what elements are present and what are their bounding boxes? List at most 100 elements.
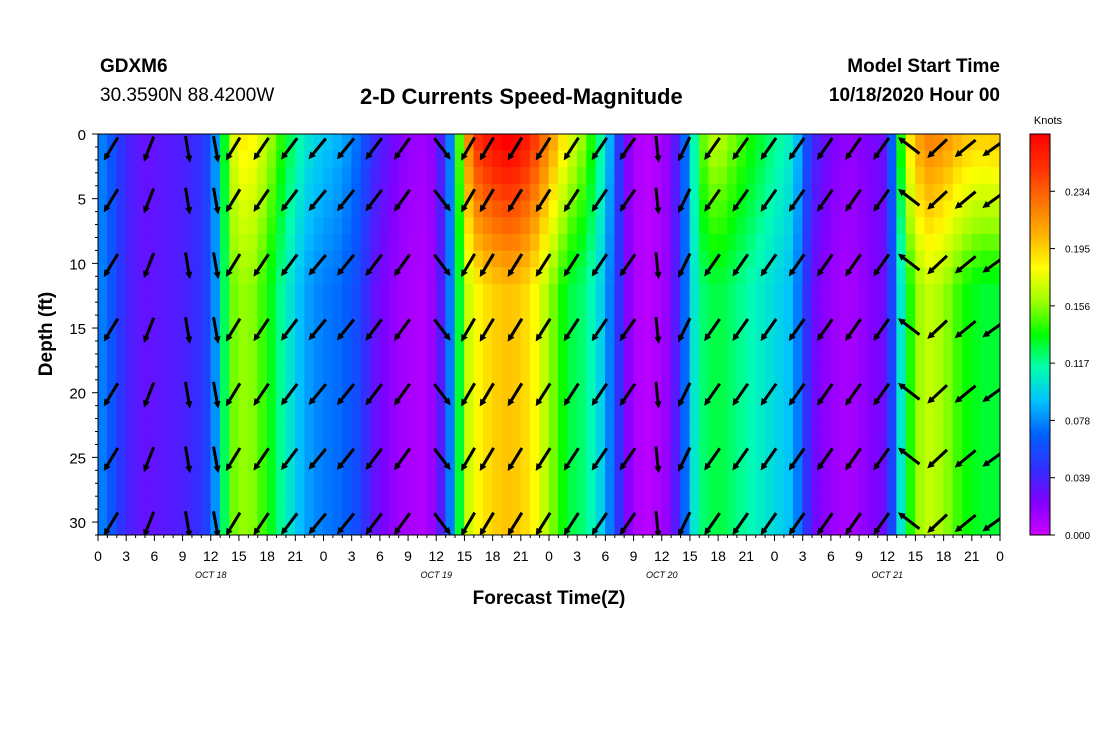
heatmap-cell (699, 451, 710, 469)
current-vector-arrow (225, 253, 242, 277)
heatmap-cell (792, 167, 803, 185)
heatmap-cell (980, 484, 991, 502)
heatmap-cell (473, 384, 484, 402)
heatmap-cell (661, 284, 672, 302)
heatmap-cell (858, 183, 869, 202)
heatmap-cell (943, 334, 954, 352)
heatmap-cell (295, 150, 306, 168)
heatmap-cell (689, 451, 700, 469)
x-axis-tick-label: 9 (855, 548, 863, 564)
heatmap-cell (576, 517, 587, 535)
heatmap-cell (558, 233, 569, 252)
heatmap-cell (426, 417, 437, 436)
current-vector-arrow (365, 137, 383, 160)
heatmap-cell (201, 484, 212, 502)
heatmap-cell (529, 183, 540, 202)
heatmap-cell (811, 200, 822, 218)
heatmap-cell (605, 200, 616, 218)
heatmap-cell (426, 517, 437, 535)
heatmap-cell (915, 300, 926, 319)
heatmap-cell (482, 284, 493, 302)
heatmap-cell (830, 417, 841, 436)
heatmap-cell (915, 150, 926, 168)
heatmap-cell (417, 217, 428, 235)
x-axis-tick-label: 21 (288, 548, 304, 564)
heatmap-cell (614, 434, 625, 452)
heatmap-cell (868, 484, 879, 502)
heatmap-cell (952, 233, 963, 252)
heatmap-cell (417, 484, 428, 502)
heatmap-cell (980, 501, 991, 519)
heatmap-cell (595, 233, 606, 252)
heatmap-cell (670, 350, 681, 369)
heatmap-cell (285, 367, 296, 385)
heatmap-cell (802, 267, 813, 285)
heatmap-cell (670, 467, 681, 486)
heatmap-cell (295, 417, 306, 436)
heatmap-cell (783, 284, 794, 302)
heatmap-cell (567, 517, 578, 535)
current-vector-arrow (184, 187, 193, 215)
heatmap-cell (905, 401, 916, 419)
heatmap-cell (539, 467, 550, 486)
heatmap-cell (905, 417, 916, 436)
heatmap-cell (351, 501, 362, 519)
heatmap-cell (830, 150, 841, 168)
heatmap-cell (877, 334, 888, 352)
heatmap-cell (295, 451, 306, 469)
heatmap-cell (971, 167, 982, 185)
heatmap-cell (417, 150, 428, 168)
heatmap-cell (107, 284, 118, 302)
heatmap-cell (576, 167, 587, 185)
heatmap-cell (163, 401, 174, 419)
current-vector-arrow (103, 317, 120, 342)
current-vector-arrow (982, 258, 1000, 273)
heatmap-cell (360, 183, 371, 202)
heatmap-cell (248, 150, 259, 168)
heatmap-cell (116, 401, 127, 419)
heatmap-cell (962, 284, 973, 302)
heatmap-cell (633, 300, 644, 319)
heatmap-cell (605, 417, 616, 436)
heatmap-cell (670, 134, 681, 152)
heatmap-cell (332, 250, 343, 268)
heatmap-cell (341, 183, 352, 202)
heatmap-cell (210, 484, 221, 502)
heatmap-cell (191, 317, 202, 335)
heatmap-cell (295, 217, 306, 235)
heatmap-cell (323, 434, 334, 452)
current-vector-arrow (927, 138, 949, 158)
heatmap-cell (529, 417, 540, 436)
heatmap-cell (172, 250, 183, 268)
heatmap-cell (605, 467, 616, 486)
heatmap-cell (877, 401, 888, 419)
heatmap-cell (360, 384, 371, 402)
current-vector-arrow (365, 512, 383, 535)
chart-title: 2-D Currents Speed-Magnitude (360, 84, 683, 109)
heatmap-cell (586, 401, 597, 419)
heatmap-cell (370, 284, 381, 302)
heatmap-cell (464, 484, 475, 502)
heatmap-cell (858, 317, 869, 335)
heatmap-cell (210, 300, 221, 319)
heatmap-cell (849, 350, 860, 369)
heatmap-cell (868, 233, 879, 252)
heatmap-cell (529, 384, 540, 402)
heatmap-cell (746, 267, 757, 285)
heatmap-cell (219, 384, 230, 402)
heatmap-cell (492, 284, 503, 302)
heatmap-cell (774, 334, 785, 352)
heatmap-cell (642, 467, 653, 486)
heatmap-cell (501, 134, 512, 152)
heatmap-cell (238, 200, 249, 218)
current-vector-arrow (873, 318, 891, 342)
heatmap-cell (107, 250, 118, 268)
heatmap-cell (98, 451, 108, 469)
heatmap-cell (661, 267, 672, 285)
current-vector-arrow (954, 138, 977, 158)
heatmap-cell (501, 367, 512, 385)
heatmap-cell (661, 233, 672, 252)
heatmap-cell (905, 501, 916, 519)
heatmap-cell (623, 350, 634, 369)
heatmap-cell (360, 250, 371, 268)
